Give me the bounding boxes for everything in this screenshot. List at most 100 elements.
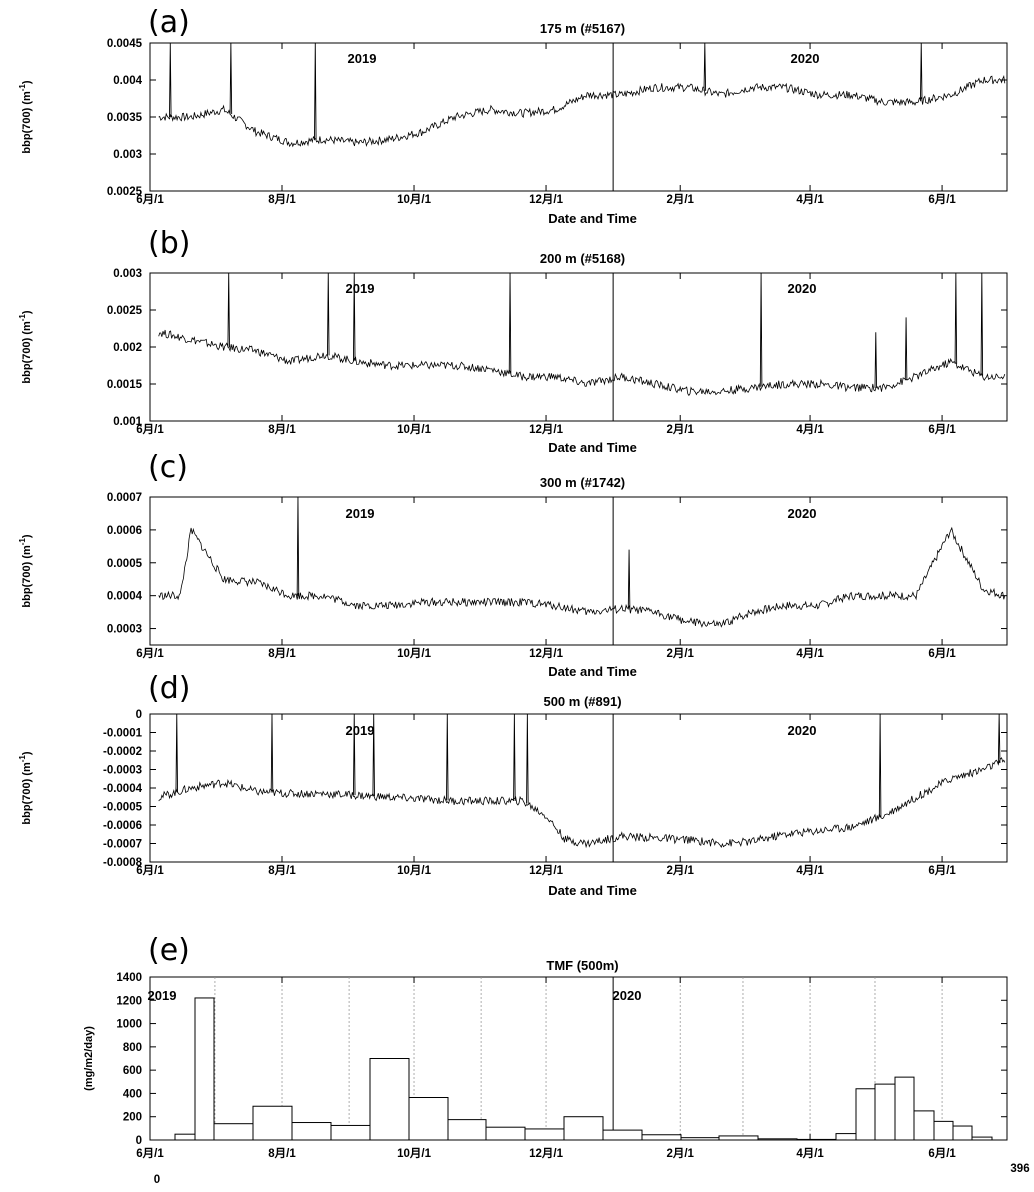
year-label-2019: 2019 <box>346 506 375 521</box>
data-spike <box>352 714 356 796</box>
data-spike <box>372 714 375 797</box>
data-series-line <box>158 526 1006 628</box>
x-tick-label: 6月/1 <box>928 647 956 660</box>
bar <box>835 1133 857 1140</box>
x-tick-label: 10月/1 <box>397 193 431 206</box>
y-tick-label: -0.0008 <box>103 857 143 869</box>
bar <box>194 997 215 1140</box>
y-axis-label-main: bbp(700) (m <box>21 762 33 825</box>
y-tick-label: -0.0007 <box>103 839 142 851</box>
panel-c: (c) 300 m (#1742) 0.0003 0.0004 0.0005 0.0006… <box>18 450 1008 679</box>
data-area <box>158 497 1006 628</box>
y-axis-label-sup: -1 <box>18 314 27 322</box>
x-tick-label: 2月/1 <box>666 647 694 660</box>
chart-title: 500 m (#891) <box>543 694 621 709</box>
y-tick-label: 0.0003 <box>107 624 142 636</box>
y-axis-label-main: bbp(700) (m <box>21 91 33 154</box>
data-spike <box>513 714 516 801</box>
y-axis-label: bbp(700) (m-1) <box>18 310 33 383</box>
bar <box>174 1133 196 1140</box>
x-tick-label: 6月/1 <box>136 1147 164 1160</box>
y-axis-label-main: (mg/m2/day) <box>83 1026 95 1091</box>
y-tick-label: 600 <box>123 1065 142 1077</box>
y-tick-label: 1200 <box>116 995 142 1007</box>
x-tick-label: 6月/1 <box>928 864 956 877</box>
bar <box>718 1135 759 1140</box>
plot-frame <box>149 42 1008 192</box>
bar <box>757 1138 798 1140</box>
x-axis-corner-right: 396 <box>1010 1163 1029 1175</box>
x-tick-label: 10月/1 <box>397 423 431 436</box>
x-tick-label: 2月/1 <box>666 864 694 877</box>
panel-label: (e) <box>148 933 190 968</box>
y-axis-label: bbp(700) (m-1) <box>18 751 33 824</box>
panel-label: (d) <box>148 671 190 706</box>
y-axis-label: bbp(700) (m-1) <box>18 80 33 153</box>
y-tick-label: 0.0025 <box>107 305 143 317</box>
y-axis-label-sup: -1 <box>18 755 27 763</box>
data-spike <box>703 43 707 91</box>
data-spike <box>954 273 958 364</box>
bar <box>602 1129 643 1140</box>
year-label-2020: 2020 <box>788 723 817 738</box>
data-spike <box>627 549 631 610</box>
data-spike <box>874 332 878 388</box>
bar <box>213 1123 254 1140</box>
x-tick-label: 12月/1 <box>529 423 563 436</box>
plot-frame <box>149 496 1008 646</box>
y-axis-label: bbp(700) (m-1) <box>18 534 33 607</box>
y-axis-label-close: ) <box>21 751 33 755</box>
panel-d: (d) 500 m (#891) -0.0008 -0.0007 -0.0006 -0.0… <box>18 671 1008 898</box>
data-spike <box>980 273 984 376</box>
x-tick-label: 6月/1 <box>136 193 164 206</box>
data-spike <box>526 714 529 804</box>
data-spike <box>904 317 908 381</box>
x-tick-label: 12月/1 <box>529 864 563 877</box>
data-spike <box>446 714 449 801</box>
data-area <box>158 714 1006 849</box>
bar <box>524 1128 565 1140</box>
year-label-2020: 2020 <box>791 51 820 66</box>
chart-title: 200 m (#5168) <box>540 251 625 266</box>
y-tick-label: 800 <box>123 1042 142 1054</box>
panel-label: (b) <box>148 226 190 261</box>
year-label-2020: 2020 <box>788 506 817 521</box>
x-tick-label: 8月/1 <box>268 864 296 877</box>
bar <box>913 1110 935 1140</box>
y-tick-label: 0.0035 <box>107 112 143 124</box>
data-area <box>158 273 1006 397</box>
x-tick-label: 4月/1 <box>796 423 824 436</box>
data-area <box>158 43 1006 148</box>
bar <box>447 1119 487 1140</box>
y-tick-label: 200 <box>123 1112 142 1124</box>
year-label-2019: 2019 <box>148 988 177 1003</box>
panel-b: (b) 200 m (#5168) 0.001 0.0015 0.002 0.0025 0.… <box>18 226 1008 455</box>
x-axis-label: Date and Time <box>548 211 637 226</box>
y-axis-label-main: bbp(700) (m <box>21 321 33 384</box>
bar <box>291 1122 332 1140</box>
year-label-2019: 2019 <box>348 51 377 66</box>
year-label-2019: 2019 <box>346 281 375 296</box>
data-spike <box>175 714 179 793</box>
bar <box>971 1136 993 1140</box>
y-axis-label: (mg/m2/day) <box>83 1026 95 1091</box>
chart-title: TMF (500m) <box>546 958 618 973</box>
plot-frame <box>149 272 1008 422</box>
y-tick-label: 1000 <box>116 1019 142 1031</box>
data-spike <box>997 714 1001 764</box>
data-spike <box>759 273 763 387</box>
y-tick-label: 0 <box>136 709 142 721</box>
x-tick-label: 6月/1 <box>928 1147 956 1160</box>
y-axis-label-main: bbp(700) (m <box>21 545 33 608</box>
panel-a: (a) 175 m (#5167) 0.0025 0.003 0.0035 0.004 0.… <box>18 5 1008 226</box>
x-tick-label: 8月/1 <box>268 647 296 660</box>
y-tick-label: 0.004 <box>113 75 142 87</box>
x-tick-label: 8月/1 <box>268 193 296 206</box>
x-tick-label: 6月/1 <box>136 423 164 436</box>
y-tick-label: 0.0007 <box>107 492 142 504</box>
x-tick-label: 10月/1 <box>397 1147 431 1160</box>
bar <box>952 1125 973 1140</box>
y-tick-label: 0.0005 <box>107 558 143 570</box>
bar <box>563 1116 604 1140</box>
